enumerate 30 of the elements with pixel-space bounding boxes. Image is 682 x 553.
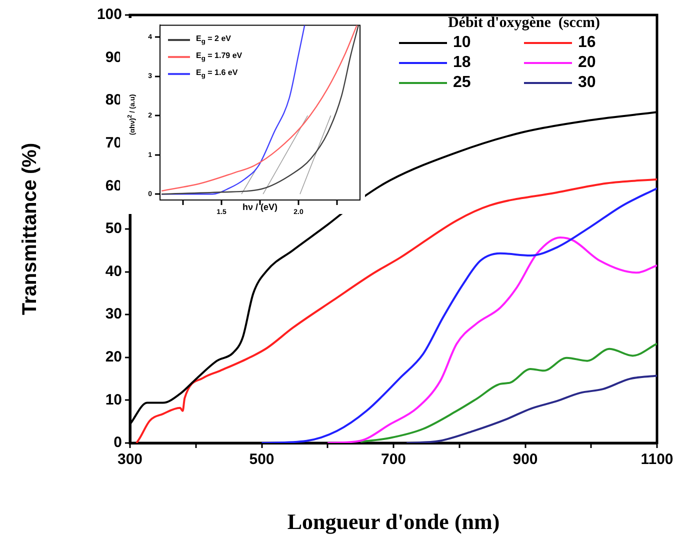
y-axis-title: Transmittance (%) xyxy=(19,142,41,318)
y-tick-label: 100 xyxy=(96,6,122,24)
legend-label: 25 xyxy=(453,74,471,92)
line-series xyxy=(260,187,657,443)
x-axis-title: hν / (eV) xyxy=(242,202,278,212)
y-tick-label: 50 xyxy=(105,220,122,238)
line-series xyxy=(406,374,657,443)
x-tick-label: 900 xyxy=(512,451,538,468)
x-axis-title: Longueur d'onde (nm) xyxy=(286,509,501,535)
x-tick-label: 1100 xyxy=(640,451,674,468)
legend-label: E$_{g}$ = 1.6 eV xyxy=(196,68,238,80)
y-tick-label: 40 xyxy=(105,262,122,280)
line-series xyxy=(360,342,657,443)
x-tick-label: 300 xyxy=(117,451,143,468)
x-tick-label: 500 xyxy=(249,451,274,468)
legend-label: E$_{g}$ = 1.79 eV xyxy=(196,50,242,62)
legend-label: 16 xyxy=(578,34,596,52)
x-tick-label: 700 xyxy=(380,451,406,468)
y-tick-label: 30 xyxy=(105,306,122,323)
legend-title: Débit d'oxygène (sccm) xyxy=(446,15,602,32)
line-series xyxy=(326,236,657,443)
y-tick-label: 0 xyxy=(114,434,122,452)
line-series xyxy=(136,178,657,443)
legend-label: 18 xyxy=(453,54,471,72)
y-tick-label: 10 xyxy=(105,391,122,408)
legend-label: 30 xyxy=(578,74,596,92)
y-tick-label: 20 xyxy=(105,348,122,366)
legend-label: 20 xyxy=(578,54,596,72)
legend-label: 10 xyxy=(453,34,471,52)
legend-label: E$_{g}$ = 2 eV xyxy=(196,34,231,46)
